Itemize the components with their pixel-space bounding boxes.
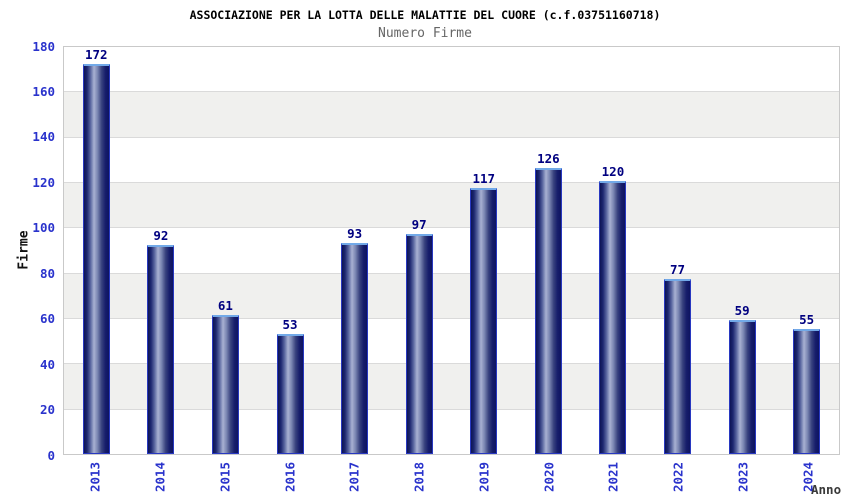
x-tick-label: 2014 xyxy=(152,461,168,493)
bar-value-label: 120 xyxy=(601,164,625,180)
y-tick-label: 60 xyxy=(39,311,55,327)
y-tick-label: 0 xyxy=(47,447,55,463)
bar-slot: 61 xyxy=(193,47,258,454)
bar xyxy=(276,333,304,454)
bar xyxy=(534,167,562,454)
plot-band xyxy=(64,364,839,410)
plot-band xyxy=(64,92,839,138)
bar-value-label: 97 xyxy=(411,216,427,232)
y-tick-label: 40 xyxy=(39,356,55,372)
plot-band xyxy=(64,182,839,229)
y-tick-label: 20 xyxy=(39,402,55,418)
x-tick-label: 2016 xyxy=(282,461,298,493)
x-tick-label: 2023 xyxy=(735,461,751,493)
bar-value-label: 59 xyxy=(734,302,750,318)
bar xyxy=(211,315,239,454)
y-tick-label: 120 xyxy=(32,174,55,190)
bar-slot: 172 xyxy=(64,47,129,454)
x-tick-label: 2020 xyxy=(541,461,557,493)
bar-slot: 93 xyxy=(322,47,387,454)
x-axis-tick-labels: 2013 2014 2015 2016 2017 2018 2019 2020 2021 2022… xyxy=(63,455,840,500)
bar-value-label: 126 xyxy=(537,150,560,166)
bar-slot: 120 xyxy=(581,47,646,454)
bar-value-label: 77 xyxy=(670,262,686,278)
y-tick-label: 160 xyxy=(32,83,55,99)
x-tick-label: 2021 xyxy=(605,461,621,493)
x-tick-label: 2019 xyxy=(476,461,492,493)
x-tick-label: 2018 xyxy=(411,461,427,493)
bar xyxy=(599,181,627,454)
bar xyxy=(82,64,110,454)
bar-slot: 53 xyxy=(258,47,323,454)
plot-band xyxy=(64,228,839,274)
plot-band xyxy=(64,138,839,183)
x-tick-label: 2017 xyxy=(346,461,362,493)
x-tick-label: 2015 xyxy=(217,461,233,493)
bar xyxy=(728,319,756,454)
bar-value-label: 61 xyxy=(217,298,233,314)
bar xyxy=(664,279,692,454)
bar-slot: 55 xyxy=(774,47,839,454)
bar-value-label: 92 xyxy=(153,227,169,243)
y-axis-tick-labels: 0 20 40 60 80 100 120 140 160 180 xyxy=(0,39,55,463)
x-axis-title: Anno xyxy=(811,482,842,497)
bar-value-label: 93 xyxy=(347,225,363,241)
bar-slot: 126 xyxy=(516,47,581,454)
bar-value-label: 53 xyxy=(282,316,298,332)
plot-area: 172 92 61 53 93 97 117 126 120 77 59 55 xyxy=(63,46,840,455)
x-tick-label: 2013 xyxy=(87,461,103,493)
plot-band xyxy=(64,319,839,365)
bar-value-label: 55 xyxy=(799,312,815,328)
bars-container: 172 92 61 53 93 97 117 126 120 77 59 55 xyxy=(64,47,839,454)
bar xyxy=(405,233,433,454)
plot-band xyxy=(64,47,839,93)
bar-slot: 117 xyxy=(452,47,517,454)
bar-slot: 77 xyxy=(645,47,710,454)
bar xyxy=(793,329,821,454)
bar-slot: 97 xyxy=(387,47,452,454)
x-tick-label: 2022 xyxy=(670,461,686,493)
plot-band xyxy=(64,273,839,319)
chart-title: ASSOCIAZIONE PER LA LOTTA DELLE MALATTIE… xyxy=(189,8,661,22)
bar-value-label: 117 xyxy=(472,171,496,187)
bar xyxy=(470,188,498,454)
bar xyxy=(341,242,369,454)
y-tick-label: 80 xyxy=(39,265,55,281)
bar-slot: 92 xyxy=(129,47,194,454)
y-tick-label: 100 xyxy=(32,220,55,236)
plot-background-bands xyxy=(64,47,839,454)
chart-subtitle: Numero Firme xyxy=(378,26,472,41)
y-tick-label: 180 xyxy=(32,38,55,54)
bar-value-label: 172 xyxy=(85,47,108,62)
bar xyxy=(147,244,175,454)
y-tick-label: 140 xyxy=(32,129,55,145)
bar-slot: 59 xyxy=(710,47,775,454)
